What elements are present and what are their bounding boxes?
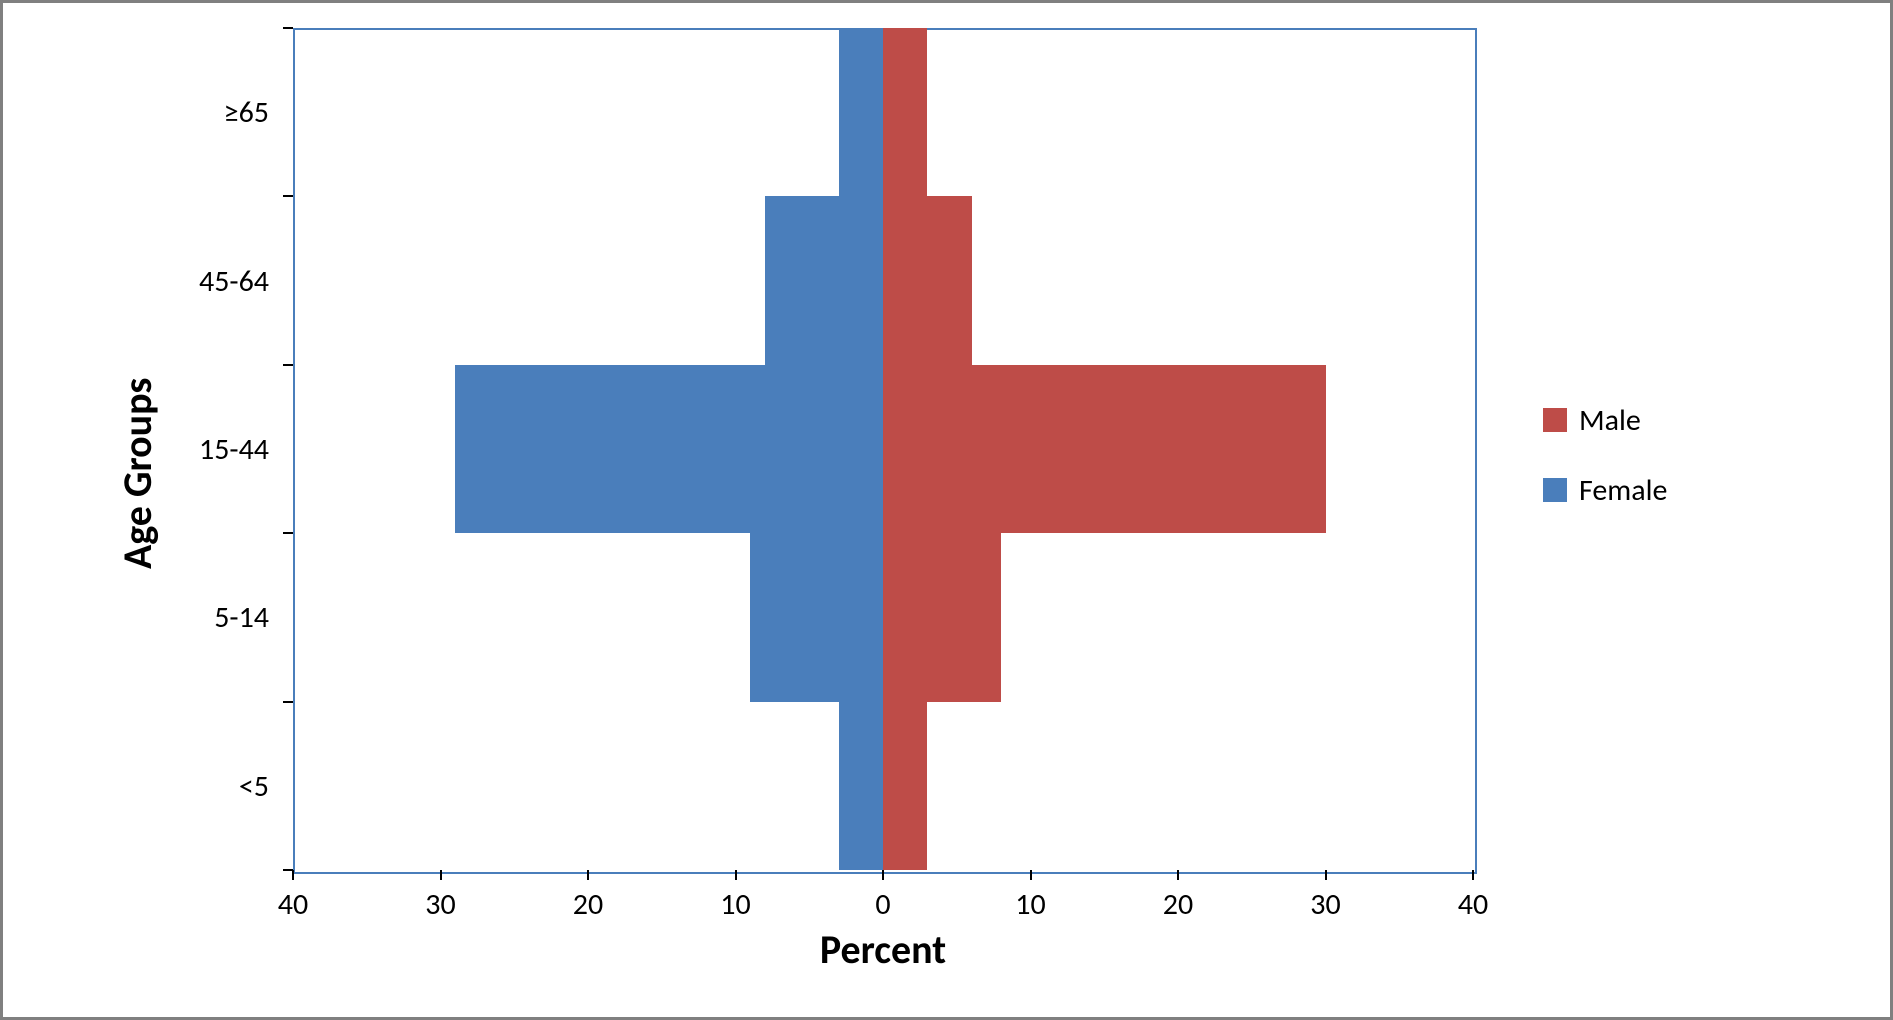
x-axis-title: Percent	[293, 925, 1473, 974]
y-tick-label: ≥65	[224, 94, 269, 131]
x-tick	[440, 870, 442, 880]
x-tick	[1325, 870, 1327, 880]
legend-swatch-male	[1543, 408, 1567, 432]
bar-female-≥65	[839, 28, 883, 196]
legend-label-male: Male	[1579, 402, 1641, 439]
x-tick	[882, 870, 884, 880]
x-tick-label: 30	[1296, 886, 1356, 923]
y-tick-label: 5-14	[214, 599, 269, 636]
x-tick	[1472, 870, 1474, 880]
x-tick-label: 10	[1001, 886, 1061, 923]
chart-frame: Age Groups Percent 40 30 20 10 0 10 20 30 40 <5 5-…	[0, 0, 1893, 1020]
x-tick-label: 20	[1148, 886, 1208, 923]
x-tick	[587, 870, 589, 880]
bar-male-45-64	[883, 196, 972, 364]
bar-male-≥65	[883, 28, 927, 196]
x-tick	[292, 870, 294, 880]
y-tick-label: 45-64	[199, 263, 269, 300]
bar-female-5-14	[750, 533, 883, 701]
legend-label-female: Female	[1579, 472, 1667, 509]
bar-male-15-44	[883, 365, 1326, 533]
y-tick-label: 15-44	[199, 431, 269, 468]
x-tick	[1030, 870, 1032, 880]
bar-female-15-44	[455, 365, 883, 533]
x-tick	[1177, 870, 1179, 880]
x-tick	[735, 870, 737, 880]
bar-male-<5	[883, 702, 927, 870]
y-tick	[283, 701, 293, 703]
x-tick-label: 0	[853, 886, 913, 923]
y-axis-title: Age Groups	[113, 378, 162, 569]
y-tick	[283, 869, 293, 871]
bar-male-5-14	[883, 533, 1001, 701]
x-tick-label: 40	[263, 886, 323, 923]
bar-female-<5	[839, 702, 883, 870]
x-tick-label: 20	[558, 886, 618, 923]
bar-female-45-64	[765, 196, 883, 364]
y-tick	[283, 27, 293, 29]
y-tick	[283, 532, 293, 534]
x-tick-label: 30	[411, 886, 471, 923]
x-tick-label: 40	[1443, 886, 1503, 923]
y-tick-label: <5	[239, 768, 269, 805]
legend-swatch-female	[1543, 478, 1567, 502]
y-tick	[283, 364, 293, 366]
y-tick	[283, 195, 293, 197]
x-tick-label: 10	[706, 886, 766, 923]
